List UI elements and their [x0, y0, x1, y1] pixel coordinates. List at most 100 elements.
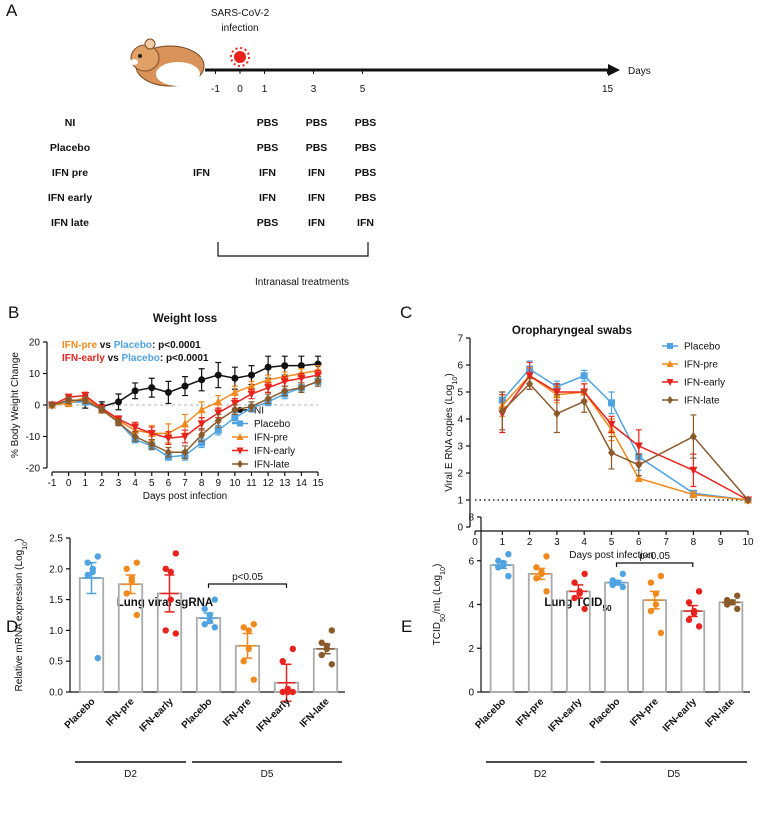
marker [197, 420, 206, 429]
marker [128, 577, 135, 585]
marker [685, 599, 693, 606]
y-tick-label: 2.5 [49, 534, 63, 545]
marker [552, 388, 561, 397]
series-line [501, 368, 749, 501]
significance-label: p<0.05 [639, 551, 670, 562]
y-tick-label: 4 [457, 415, 463, 426]
treatment: IFN [259, 167, 276, 179]
x-tick-label: 5 [609, 537, 615, 548]
marker [619, 570, 626, 578]
chart-title: Lung viral sgRNA [117, 597, 213, 609]
error-bar [683, 604, 702, 618]
marker [164, 434, 173, 443]
day-label: 3 [311, 84, 317, 95]
y-axis-label-part: 10 [450, 377, 459, 385]
day-label: 15 [602, 84, 614, 95]
marker [198, 376, 206, 384]
marker [94, 654, 102, 662]
panel-label: A [6, 1, 18, 20]
x-tick-label: 4 [132, 478, 138, 489]
significance-bracket [615, 562, 694, 567]
y-tick-label: -20 [26, 464, 41, 475]
error-bar [607, 579, 626, 586]
group-label: D2 [124, 769, 137, 780]
marker [279, 688, 286, 696]
error-bar [493, 561, 512, 570]
marker [198, 430, 206, 440]
y-axis-label: % Body Weight Change [10, 352, 21, 458]
marker [65, 395, 73, 405]
x-tick-label: 4 [581, 537, 587, 548]
marker [525, 372, 534, 381]
marker [214, 371, 222, 379]
marker [198, 439, 206, 447]
timeline-label: Days [628, 66, 651, 77]
x-tick-label: IFN-pre [104, 696, 137, 729]
x-tick-label: 6 [166, 478, 172, 489]
marker [297, 383, 305, 393]
annotation-part: IFN-pre [62, 340, 97, 351]
marker [695, 588, 703, 595]
x-tick-label: Placebo [473, 696, 508, 731]
marker [231, 374, 239, 382]
marker [666, 379, 674, 386]
y-tick-label: 4 [468, 600, 474, 611]
y-tick-label: 10 [29, 369, 41, 380]
y-axis-label-part: Relative mRNA expression (Log [14, 550, 25, 692]
y-tick-label: 2 [468, 644, 474, 655]
x-tick-label: 10 [229, 478, 241, 489]
x-tick-label: 2 [99, 478, 105, 489]
marker [247, 390, 256, 399]
marker [580, 396, 588, 406]
treatment: IFN [308, 167, 325, 179]
x-tick-label: Placebo [588, 696, 623, 731]
marker [230, 387, 239, 396]
marker [635, 460, 643, 470]
bar [680, 610, 706, 693]
annotation-part: vs [97, 340, 114, 351]
x-tick-label: 8 [199, 478, 205, 489]
bar [718, 601, 744, 693]
day-label: 1 [262, 84, 268, 95]
error-bar [569, 584, 588, 599]
marker [172, 550, 179, 557]
treatment: IFN [357, 217, 374, 229]
annotation-part: Placebo [114, 340, 152, 351]
marker [162, 627, 169, 634]
marker [734, 605, 741, 613]
marker [647, 579, 655, 586]
series-line [501, 382, 749, 501]
marker [744, 495, 752, 505]
error-bar [121, 574, 140, 595]
marker [248, 402, 255, 412]
treatment: PBS [306, 117, 328, 129]
marker [734, 592, 741, 599]
y-axis-label-part: /mL (Log [432, 575, 443, 614]
annotation-part: vs [105, 353, 122, 364]
bracket [217, 242, 369, 257]
marker [181, 419, 189, 428]
marker [201, 605, 208, 613]
marker [543, 553, 550, 560]
marker [214, 397, 223, 406]
marker [689, 466, 698, 475]
marker [505, 550, 512, 558]
x-tick-label: IFN-pre [628, 696, 661, 729]
marker [498, 406, 506, 416]
panel-label: E [401, 617, 412, 636]
marker [240, 624, 247, 631]
marker [148, 439, 156, 449]
treatment: PBS [355, 142, 377, 154]
marker [131, 387, 139, 395]
marker [201, 621, 208, 628]
legend-label: IFN-late [254, 460, 290, 471]
marker [264, 384, 273, 393]
marker [231, 405, 239, 415]
marker [245, 627, 252, 634]
y-axis-label-part: ) [432, 564, 443, 567]
marker [695, 623, 703, 630]
marker [581, 605, 588, 613]
virus-icon [230, 47, 250, 67]
marker [236, 447, 244, 455]
